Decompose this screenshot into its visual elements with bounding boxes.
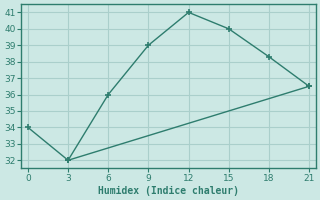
X-axis label: Humidex (Indice chaleur): Humidex (Indice chaleur)	[98, 186, 239, 196]
